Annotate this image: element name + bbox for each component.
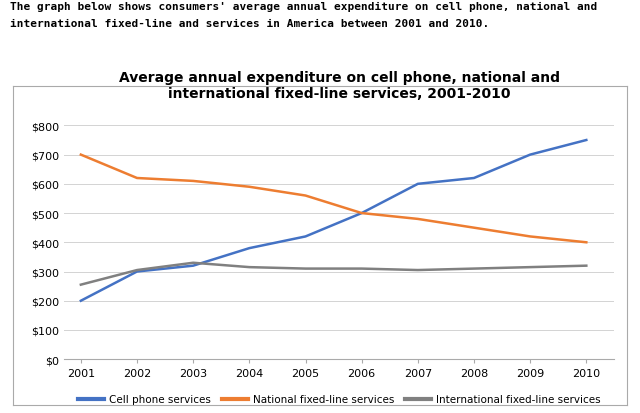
International fixed-line services <box>414 268 422 273</box>
International fixed-line services <box>246 265 253 270</box>
International fixed-line services <box>133 268 141 273</box>
International fixed-line services <box>470 266 478 271</box>
Cell phone services <box>301 235 309 240</box>
National fixed-line services <box>526 235 534 240</box>
National fixed-line services <box>358 211 365 216</box>
National fixed-line services <box>189 179 197 184</box>
Cell phone services <box>470 176 478 181</box>
Cell phone services <box>189 263 197 268</box>
National fixed-line services <box>133 176 141 181</box>
National fixed-line services <box>246 185 253 190</box>
International fixed-line services <box>301 266 309 271</box>
International fixed-line services <box>189 261 197 266</box>
Cell phone services <box>358 211 365 216</box>
International fixed-line services <box>77 282 84 287</box>
Text: The graph below shows consumers' average annual expenditure on cell phone, natio: The graph below shows consumers' average… <box>10 2 597 12</box>
National fixed-line services <box>301 194 309 199</box>
Cell phone services <box>246 246 253 251</box>
Line: National fixed-line services: National fixed-line services <box>81 155 586 243</box>
Line: Cell phone services: Cell phone services <box>81 141 586 301</box>
National fixed-line services <box>470 225 478 230</box>
Text: international fixed-line and services in America between 2001 and 2010.: international fixed-line and services in… <box>10 19 489 28</box>
National fixed-line services <box>414 217 422 222</box>
Line: International fixed-line services: International fixed-line services <box>81 263 586 285</box>
Legend: Cell phone services, National fixed-line services, International fixed-line serv: Cell phone services, National fixed-line… <box>74 390 605 408</box>
Cell phone services <box>414 182 422 187</box>
Cell phone services <box>77 299 84 304</box>
Cell phone services <box>526 153 534 158</box>
International fixed-line services <box>582 263 590 268</box>
International fixed-line services <box>526 265 534 270</box>
Cell phone services <box>582 138 590 143</box>
Title: Average annual expenditure on cell phone, national and
international fixed-line : Average annual expenditure on cell phone… <box>118 71 560 101</box>
International fixed-line services <box>358 266 365 271</box>
National fixed-line services <box>582 240 590 245</box>
National fixed-line services <box>77 153 84 158</box>
Cell phone services <box>133 269 141 274</box>
